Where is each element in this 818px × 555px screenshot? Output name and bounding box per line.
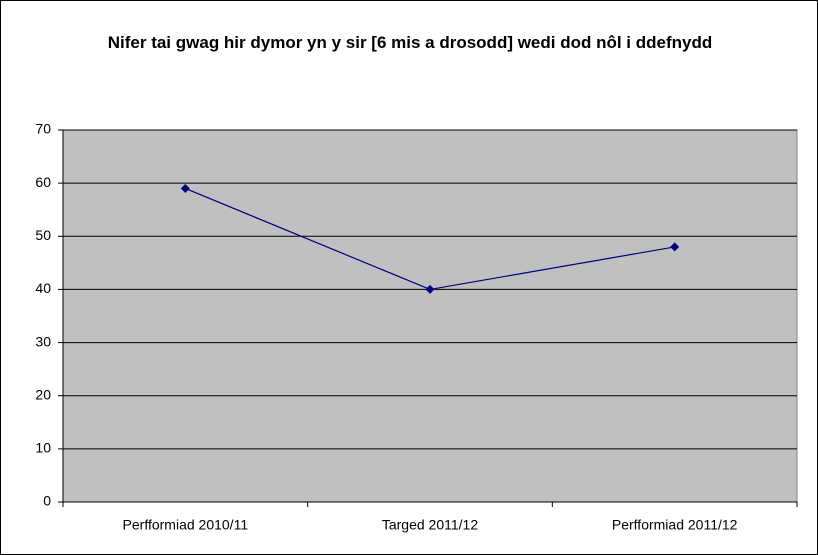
y-tick-label: 20 xyxy=(35,386,51,402)
y-tick-label: 40 xyxy=(35,280,51,296)
y-tick-label: 70 xyxy=(35,121,51,137)
y-tick-label: 60 xyxy=(35,174,51,190)
x-tick-label: Perfformiad 2011/12 xyxy=(612,517,738,533)
y-tick-label: 10 xyxy=(35,440,51,456)
y-tick-label: 30 xyxy=(35,333,51,349)
data-point xyxy=(670,242,680,252)
x-tick-label: Targed 2011/12 xyxy=(382,517,478,533)
x-tick-label: Perfformiad 2010/11 xyxy=(123,517,249,533)
y-tick-label: 0 xyxy=(43,493,51,509)
plot-area xyxy=(62,129,798,503)
chart-title: Nifer tai gwag hir dymor yn y sir [6 mis… xyxy=(107,33,713,52)
data-point xyxy=(425,284,435,294)
y-tick-label: 50 xyxy=(35,227,51,243)
data-point xyxy=(180,183,190,193)
